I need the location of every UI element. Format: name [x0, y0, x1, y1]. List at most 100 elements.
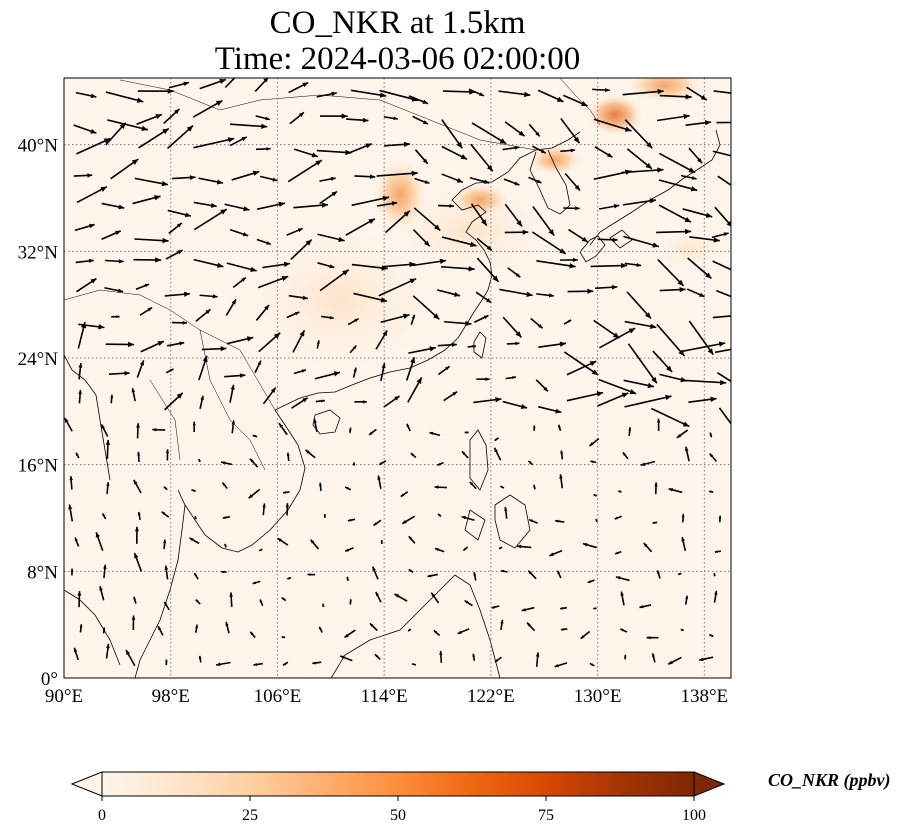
wind-arrow	[462, 546, 469, 552]
wind-arrow	[194, 624, 199, 633]
wind-arrow	[659, 94, 692, 100]
wind-arrow	[383, 261, 416, 268]
wind-arrow	[506, 341, 520, 346]
wind-arrow	[408, 346, 436, 354]
wind-arrow	[434, 547, 445, 553]
wind-arrow	[408, 568, 414, 574]
wind-arrow	[643, 542, 653, 553]
wind-arrow	[560, 118, 581, 144]
chart-title-line1: CO_NKR at 1.5km	[269, 5, 526, 41]
wind-arrow	[590, 262, 628, 269]
wind-arrow	[282, 491, 290, 494]
chart-title-line2: Time: 2024-03-06 02:00:00	[214, 41, 581, 77]
wind-arrow	[626, 148, 653, 170]
wind-arrow	[224, 78, 236, 89]
wind-arrow	[64, 417, 73, 432]
wind-arrow	[468, 88, 485, 97]
wind-arrow	[376, 201, 398, 207]
wind-arrow	[441, 119, 463, 149]
wind-arrow	[433, 629, 441, 637]
wind-arrow	[441, 145, 468, 160]
wind-arrow	[100, 423, 109, 437]
wind-arrow	[464, 431, 469, 434]
wind-arrow	[193, 258, 224, 268]
wind-arrow	[318, 626, 323, 633]
wind-arrow	[676, 429, 689, 439]
wind-arrow	[536, 293, 554, 298]
wind-arrow	[563, 319, 572, 325]
wind-arrow	[104, 286, 124, 293]
wind-arrow	[408, 95, 429, 105]
wind-arrow	[502, 400, 528, 410]
wind-arrow	[503, 178, 520, 186]
wind-arrow	[499, 288, 533, 297]
wind-arrow	[163, 108, 181, 125]
wind-arrow	[172, 175, 196, 181]
wind-arrow	[167, 209, 192, 218]
wind-arrow	[438, 203, 454, 208]
wind-arrow	[191, 488, 197, 492]
wind-arrow	[580, 630, 591, 640]
wind-arrow	[718, 407, 731, 425]
wind-arrow	[682, 341, 726, 352]
wind-arrow	[136, 360, 145, 378]
lat-tick-label: 0°	[41, 669, 58, 690]
wind-arrow	[377, 475, 382, 489]
wind-arrow	[164, 565, 169, 580]
wind-arrow	[79, 624, 83, 633]
lon-tick-label: 98°E	[152, 686, 190, 707]
wind-arrow	[192, 421, 196, 433]
wind-arrow	[226, 262, 257, 272]
colorbar-ticks: 0 25 50 75 100	[98, 796, 706, 824]
wind-arrow	[195, 308, 211, 322]
wind-arrow	[535, 379, 549, 392]
wind-arrow	[716, 121, 731, 124]
wind-arrow	[105, 259, 124, 264]
wind-arrow	[171, 320, 188, 325]
wind-arrow	[322, 603, 325, 608]
wind-arrow	[78, 363, 83, 380]
wind-arrow	[134, 177, 169, 187]
wind-arrow	[526, 622, 536, 632]
wind-arrow	[681, 513, 685, 523]
wind-arrow	[312, 661, 322, 665]
wind-arrow	[131, 615, 136, 631]
wind-arrow	[491, 605, 500, 609]
wind-arrow	[254, 78, 269, 92]
wind-arrow	[165, 249, 183, 260]
wind-arrow	[718, 515, 722, 523]
wind-arrow	[380, 540, 383, 544]
wind-arrow	[163, 601, 170, 611]
wind-arrow	[286, 452, 290, 462]
wind-arrow	[384, 141, 410, 147]
wind-arrow	[527, 570, 537, 580]
wind-arrow	[527, 460, 534, 466]
wind-arrow	[69, 476, 73, 490]
wind-arrow	[383, 116, 398, 121]
wind-arrow	[658, 152, 696, 174]
wind-arrow	[168, 222, 183, 235]
wind-arrow	[688, 147, 703, 164]
wind-arrow	[473, 397, 502, 404]
wind-arrow	[352, 462, 356, 466]
wind-arrow	[133, 552, 143, 572]
wind-arrow	[163, 539, 167, 550]
wind-arrow	[161, 511, 170, 518]
wind-arrow	[502, 145, 520, 151]
wind-arrow	[137, 511, 141, 520]
wind-arrow	[195, 598, 201, 605]
wind-arrow	[407, 628, 412, 632]
lat-tick-label: 24°N	[18, 349, 59, 370]
wind-arrow	[290, 238, 313, 261]
wind-arrow	[75, 452, 80, 459]
wind-arrow	[378, 460, 387, 466]
wind-arrow	[76, 186, 108, 204]
wind-arrow	[257, 275, 289, 289]
wind-arrow	[457, 628, 470, 635]
wind-arrow	[657, 259, 685, 287]
wind-arrow	[441, 236, 477, 247]
wind-arrow	[560, 148, 576, 153]
wind-arrow	[554, 519, 565, 523]
wind-arrow	[106, 482, 110, 495]
